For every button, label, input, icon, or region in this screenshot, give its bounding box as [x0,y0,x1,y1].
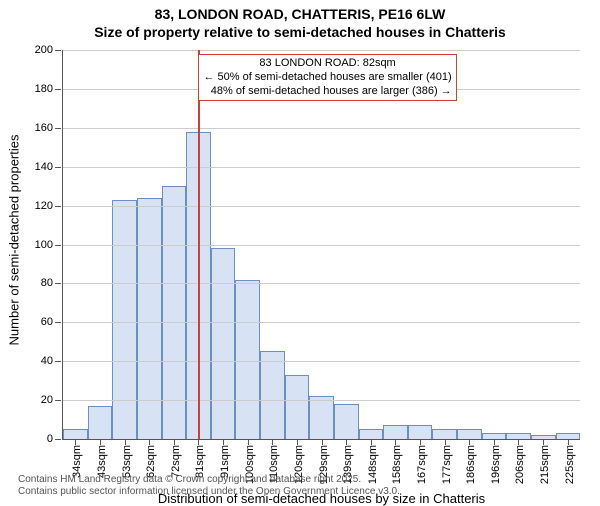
y-tick [55,283,61,284]
bar [334,404,359,439]
bar [112,200,137,439]
grid-line [63,361,580,362]
attribution-footer: Contains HM Land Registry data © Crown c… [18,474,400,498]
x-tick-label: 186sqm [465,445,477,484]
y-tick [55,439,61,440]
bar [432,429,457,439]
y-tick-label: 100 [35,239,53,251]
x-tick-label: 196sqm [490,445,502,484]
grid-line [63,206,580,207]
bar [285,375,310,439]
annotation-larger: 48% of semi-detached houses are larger (… [203,85,451,99]
grid-line [63,245,580,246]
bar [63,429,88,439]
y-tick-label: 60 [41,316,53,328]
bar [260,351,285,439]
x-tick-label: 177sqm [441,445,453,484]
y-tick-label: 20 [41,394,53,406]
footer-line-2: Contains public sector information licen… [18,486,400,498]
y-axis-label: Number of semi-detached properties [7,135,22,346]
y-tick-label: 140 [35,161,53,173]
y-tick [55,361,61,362]
annotation-smaller: ← 50% of semi-detached houses are smalle… [203,71,451,85]
bar [457,429,482,439]
grid-line [63,128,580,129]
grid-line [63,167,580,168]
y-tick [55,128,61,129]
title-line-1: 83, LONDON ROAD, CHATTERIS, PE16 6LW [0,6,600,24]
chart-title: 83, LONDON ROAD, CHATTERIS, PE16 6LW Siz… [0,6,600,41]
y-tick [55,206,61,207]
x-tick-label: 225sqm [564,445,576,484]
y-tick [55,245,61,246]
y-tick-label: 200 [35,44,53,56]
reference-line [198,50,200,439]
bar [359,429,384,439]
title-line-2: Size of property relative to semi-detach… [0,24,600,42]
bar [88,406,113,439]
bar [383,425,408,439]
x-tick-label: 167sqm [416,445,428,484]
x-tick-label: 215sqm [539,445,551,484]
y-tick-label: 180 [35,83,53,95]
x-tick-label: 206sqm [514,445,526,484]
bar [235,280,260,439]
grid-line [63,283,580,284]
annotation-box: 83 LONDON ROAD: 82sqm← 50% of semi-detac… [198,54,456,101]
footer-line-1: Contains HM Land Registry data © Crown c… [18,474,400,486]
grid-line [63,400,580,401]
y-tick-label: 80 [41,277,53,289]
y-tick-label: 120 [35,200,53,212]
grid-line [63,322,580,323]
y-tick-label: 160 [35,122,53,134]
y-tick [55,50,61,51]
y-tick-label: 0 [47,433,53,445]
bar [309,396,334,439]
bar [211,248,236,439]
plot-area: Distribution of semi-detached houses by … [62,50,580,440]
y-tick-label: 40 [41,355,53,367]
histogram-chart: 83, LONDON ROAD, CHATTERIS, PE16 6LW Siz… [0,0,600,500]
grid-line [63,50,580,51]
y-tick [55,89,61,90]
annotation-title: 83 LONDON ROAD: 82sqm [203,57,451,71]
y-tick [55,167,61,168]
bar [408,425,433,439]
y-tick [55,400,61,401]
y-tick [55,322,61,323]
bar [137,198,162,439]
